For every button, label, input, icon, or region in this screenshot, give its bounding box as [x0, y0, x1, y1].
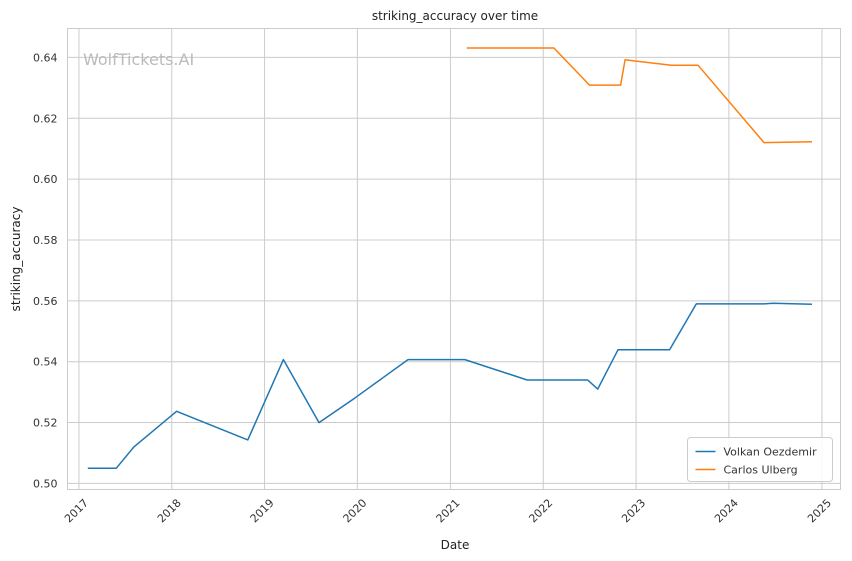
- y-tick-labels: 0.50 0.52 0.54 0.56 0.58 0.60 0.62 0.64: [33, 51, 58, 490]
- x-axis-label: Date: [441, 538, 470, 552]
- y-tick-label: 0.64: [33, 51, 58, 64]
- series-line-2: [466, 47, 813, 144]
- legend-label: Volkan Oezdemir: [724, 446, 818, 459]
- chart-title: striking_accuracy over time: [372, 9, 538, 23]
- legend-label: Carlos Ulberg: [724, 464, 798, 477]
- legend: Volkan Oezdemir Carlos Ulberg: [687, 437, 833, 482]
- legend-box: [687, 437, 833, 482]
- y-tick-label: 0.52: [33, 417, 58, 430]
- y-tick-label: 0.60: [33, 173, 58, 186]
- grid-lines: [67, 28, 841, 490]
- y-tick-label: 0.50: [33, 477, 58, 490]
- series-group: [87, 47, 813, 469]
- watermark-text: WolfTickets.AI: [83, 50, 194, 69]
- series-line-1: [87, 302, 813, 469]
- y-tick-label: 0.62: [33, 112, 58, 125]
- y-tick-label: 0.54: [33, 356, 58, 369]
- y-tick-label: 0.58: [33, 234, 58, 247]
- y-axis-label: striking_accuracy: [9, 207, 23, 312]
- y-tick-label: 0.56: [33, 295, 58, 308]
- plot-frame: [67, 28, 841, 490]
